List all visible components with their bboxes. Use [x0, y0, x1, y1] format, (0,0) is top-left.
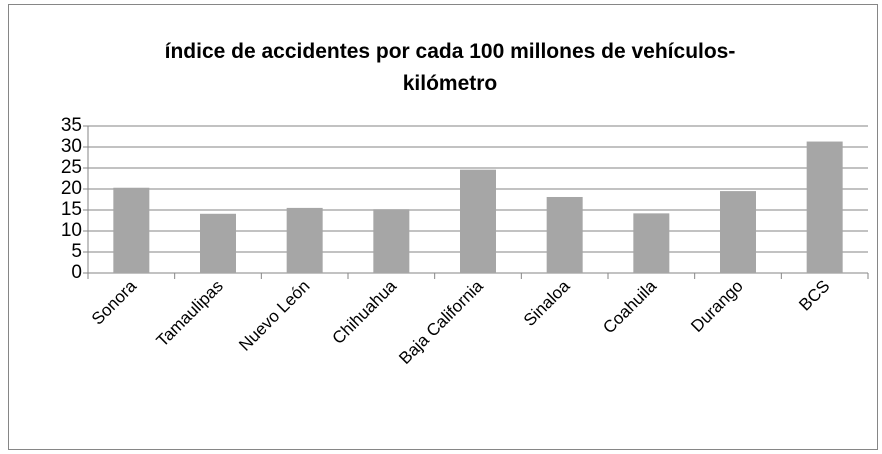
- bar: [460, 169, 496, 273]
- y-tick-label: 30: [61, 136, 82, 157]
- bar: [286, 207, 323, 273]
- y-tick-label: 0: [71, 262, 82, 283]
- y-tick-label: 35: [61, 115, 82, 136]
- bar: [200, 213, 236, 273]
- bar: [720, 191, 756, 273]
- y-tick-label: 20: [61, 178, 82, 199]
- chart-title: índice de accidentes por cada 100 millon…: [164, 40, 736, 95]
- bar: [546, 196, 583, 273]
- bar: [633, 213, 670, 273]
- bar: [373, 209, 410, 273]
- y-tick-label: 10: [61, 220, 82, 241]
- bar: [113, 187, 150, 273]
- y-tick-label: 5: [71, 241, 82, 262]
- y-tick-label: 15: [61, 199, 82, 220]
- bar: [806, 141, 843, 273]
- y-tick-label: 25: [61, 157, 82, 178]
